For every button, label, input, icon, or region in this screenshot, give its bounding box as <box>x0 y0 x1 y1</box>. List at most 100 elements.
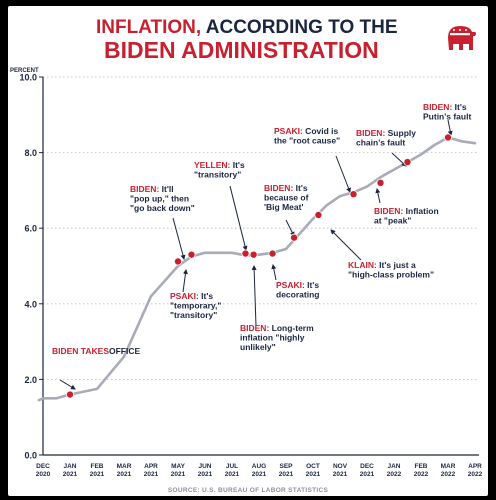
point-biden-big-meat <box>290 233 299 242</box>
label-speaker: BIDEN: <box>423 102 452 112</box>
label-psaki-root-cause: PSAKI: Covid is the "root cause" <box>274 126 340 146</box>
label-line: It's <box>199 291 214 301</box>
label-speaker: KLAIN: <box>348 260 377 270</box>
chart-title-line1: INFLATION, ACCORDING TO THE <box>96 17 398 38</box>
x-tick-month-11: NOV <box>333 463 348 470</box>
point-klain-high-class <box>314 210 323 219</box>
label-biden-supply-chain: BIDEN: Supply chain's fault <box>356 128 416 148</box>
x-tick-month-13: JAN <box>387 463 400 470</box>
arrow-biden-takes-office <box>59 379 76 390</box>
point-psaki-temporary <box>187 250 196 259</box>
y-tick-label-8.0: 8.0 <box>24 148 37 158</box>
label-line: "transitory" <box>170 310 217 320</box>
label-line: inflation "highly <box>240 333 305 343</box>
x-tick-month-14: FEB <box>415 463 428 470</box>
grid <box>43 76 479 380</box>
arrow-psaki-decorating <box>271 264 277 281</box>
x-tick-month-8: AUG <box>252 463 266 470</box>
label-speaker: PSAKI: <box>170 291 199 301</box>
label-line: the "root cause" <box>274 136 340 146</box>
gop-elephant-icon <box>448 26 476 50</box>
y-tick-label-0.0: 0.0 <box>24 451 37 461</box>
label-line: It's <box>293 183 308 193</box>
chart-title-accent: INFLATION, <box>96 17 201 38</box>
label-line: "transitory" <box>194 170 241 180</box>
x-tick-month-6: JUN <box>198 463 211 470</box>
point-biden-peak <box>403 158 412 167</box>
label-line: Covid is <box>303 126 339 136</box>
label-line: It's <box>305 280 320 290</box>
arrow-biden-putin <box>447 119 453 136</box>
label-line: Long-term <box>269 323 314 333</box>
arrow-biden-pop-up <box>172 217 186 260</box>
x-tick-year-7: 2021 <box>225 471 240 478</box>
label-biden-pop-up: BIDEN: It'll "pop up," then "go back down" <box>130 184 195 213</box>
label-line: "pop up," then <box>130 194 189 204</box>
label-speaker: BIDEN TAKES <box>52 346 109 356</box>
arrow-klain-high-class <box>330 229 362 261</box>
label-speaker: BIDEN: <box>356 128 385 138</box>
annotation-labels: BIDEN TAKESOFFICE BIDEN: It'll "pop up," t… <box>52 102 471 356</box>
label-line: Putin's fault <box>423 112 471 122</box>
label-line: Inflation <box>403 206 438 216</box>
y-tick-label-4.0: 4.0 <box>24 299 37 309</box>
annotation-arrows <box>59 119 453 390</box>
x-tick-year-9: 2021 <box>279 471 294 478</box>
y-tick-label-6.0: 6.0 <box>24 224 37 234</box>
arrow-yellen-transitory <box>229 185 248 251</box>
y-ticks: 0.0 2.0 4.0 6.0 8.0 10.0 <box>19 73 37 461</box>
x-tick-year-4: 2021 <box>144 471 159 478</box>
label-line: It's <box>452 102 467 112</box>
label-biden-big-meat: BIDEN: It's because of 'Big Meat' <box>264 183 309 212</box>
label-line: It'll <box>159 184 173 194</box>
x-tick-year-8: 2021 <box>252 471 267 478</box>
arrow-psaki-root-cause <box>335 155 351 193</box>
label-line: OFFICE <box>109 346 140 356</box>
label-speaker: PSAKI: <box>274 126 303 136</box>
label-line: because of <box>264 193 309 203</box>
inflation-series-line <box>37 136 477 402</box>
label-line: at "peak" <box>374 216 411 226</box>
x-tick-month-1: JAN <box>63 463 76 470</box>
inflation-chart: INFLATION, ACCORDING TO THE BIDEN ADMINI… <box>10 17 483 494</box>
x-tick-year-13: 2022 <box>387 471 402 478</box>
infographic-card: INFLATION, ACCORDING TO THE BIDEN ADMINI… <box>8 6 488 496</box>
label-line: Supply <box>385 128 416 138</box>
label-speaker: BIDEN: <box>264 183 293 193</box>
chart-title-line2: BIDEN ADMINISTRATION <box>104 37 379 63</box>
x-tick-month-10: OCT <box>306 463 320 470</box>
x-tick-month-2: FEB <box>91 463 104 470</box>
arrow-biden-peak <box>375 188 381 204</box>
x-tick-year-11: 2021 <box>333 471 348 478</box>
label-line: 'Big Meat' <box>264 202 303 212</box>
x-tick-year-16: 2022 <box>468 471 483 478</box>
point-biden-takes-office <box>66 390 75 399</box>
point-biden-long-term <box>249 250 258 259</box>
arrow-psaki-temporary <box>182 269 188 293</box>
label-biden-long-term: BIDEN: Long-term inflation "highly unlikel… <box>240 323 314 352</box>
label-biden-putin: BIDEN: It's Putin's fault <box>423 102 471 122</box>
y-tick-label-10.0: 10.0 <box>19 73 37 83</box>
x-tick-month-16: APR <box>468 463 482 470</box>
x-tick-month-4: APR <box>144 463 158 470</box>
x-tick-year-0: 2020 <box>36 471 51 478</box>
label-psaki-decorating: PSAKI: It's decorating <box>276 280 319 300</box>
label-klain-high-class: KLAIN: It's just a "high-class problem" <box>348 260 434 280</box>
chart-title-rest: ACCORDING TO THE <box>201 17 397 38</box>
label-speaker: BIDEN: <box>374 206 403 216</box>
y-axis-label: PERCENT <box>10 68 39 74</box>
x-tick-year-12: 2021 <box>360 471 375 478</box>
label-line: unlikely" <box>240 342 276 352</box>
label-line: chain's fault <box>356 138 405 148</box>
x-tick-month-9: SEP <box>279 463 293 470</box>
x-tick-year-2: 2021 <box>90 471 105 478</box>
label-speaker: YELLEN: <box>194 160 231 170</box>
arrow-biden-big-meat <box>285 219 295 237</box>
x-tick-year-3: 2021 <box>117 471 132 478</box>
x-tick-month-12: DEC <box>360 463 374 470</box>
point-yellen-transitory <box>241 249 250 258</box>
x-tick-month-7: JUL <box>226 463 238 470</box>
axes <box>39 76 479 456</box>
x-tick-year-10: 2021 <box>306 471 321 478</box>
arrow-biden-long-term <box>251 265 257 327</box>
